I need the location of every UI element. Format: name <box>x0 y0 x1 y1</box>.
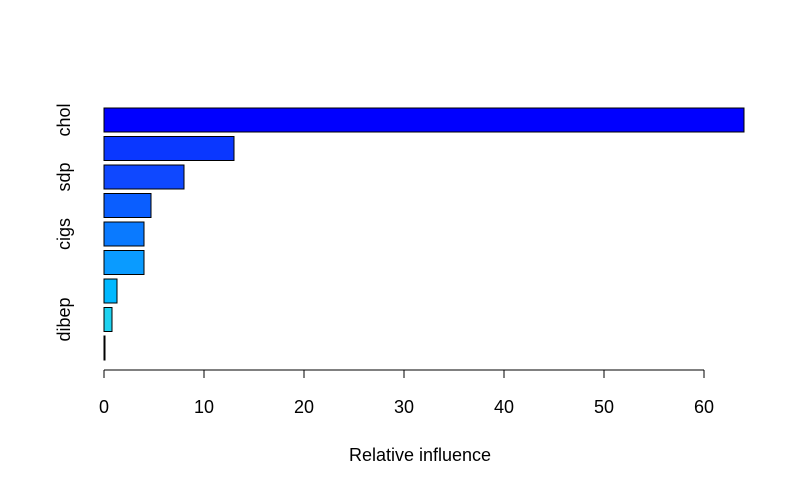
x-tick-label-0: 0 <box>99 397 109 417</box>
bar-4 <box>103 221 145 247</box>
x-axis-title: Relative influence <box>349 445 491 465</box>
x-tick-label-6: 60 <box>694 397 714 417</box>
bar-2 <box>103 164 185 190</box>
bar-5 <box>103 250 145 275</box>
bar-3 <box>103 193 152 218</box>
y-tick-label-chol: chol <box>54 103 74 136</box>
bars-layer <box>103 107 745 361</box>
bar-6 <box>103 278 118 304</box>
x-tick-label-4: 40 <box>494 397 514 417</box>
x-axis: 0 10 20 30 40 50 60 <box>99 369 714 417</box>
bar-7 <box>103 307 113 332</box>
x-tick-label-5: 50 <box>594 397 614 417</box>
y-tick-label-cigs: cigs <box>54 218 74 250</box>
bar-0 <box>103 107 745 133</box>
x-tick-label-2: 20 <box>294 397 314 417</box>
bar-1 <box>103 136 235 161</box>
x-tick-label-1: 10 <box>194 397 214 417</box>
x-tick-label-3: 30 <box>394 397 414 417</box>
y-tick-labels: chol sdp cigs dibep <box>54 103 74 341</box>
y-tick-label-sdp: sdp <box>54 162 74 191</box>
y-tick-label-dibep: dibep <box>54 297 74 341</box>
bar-8 <box>103 335 106 361</box>
